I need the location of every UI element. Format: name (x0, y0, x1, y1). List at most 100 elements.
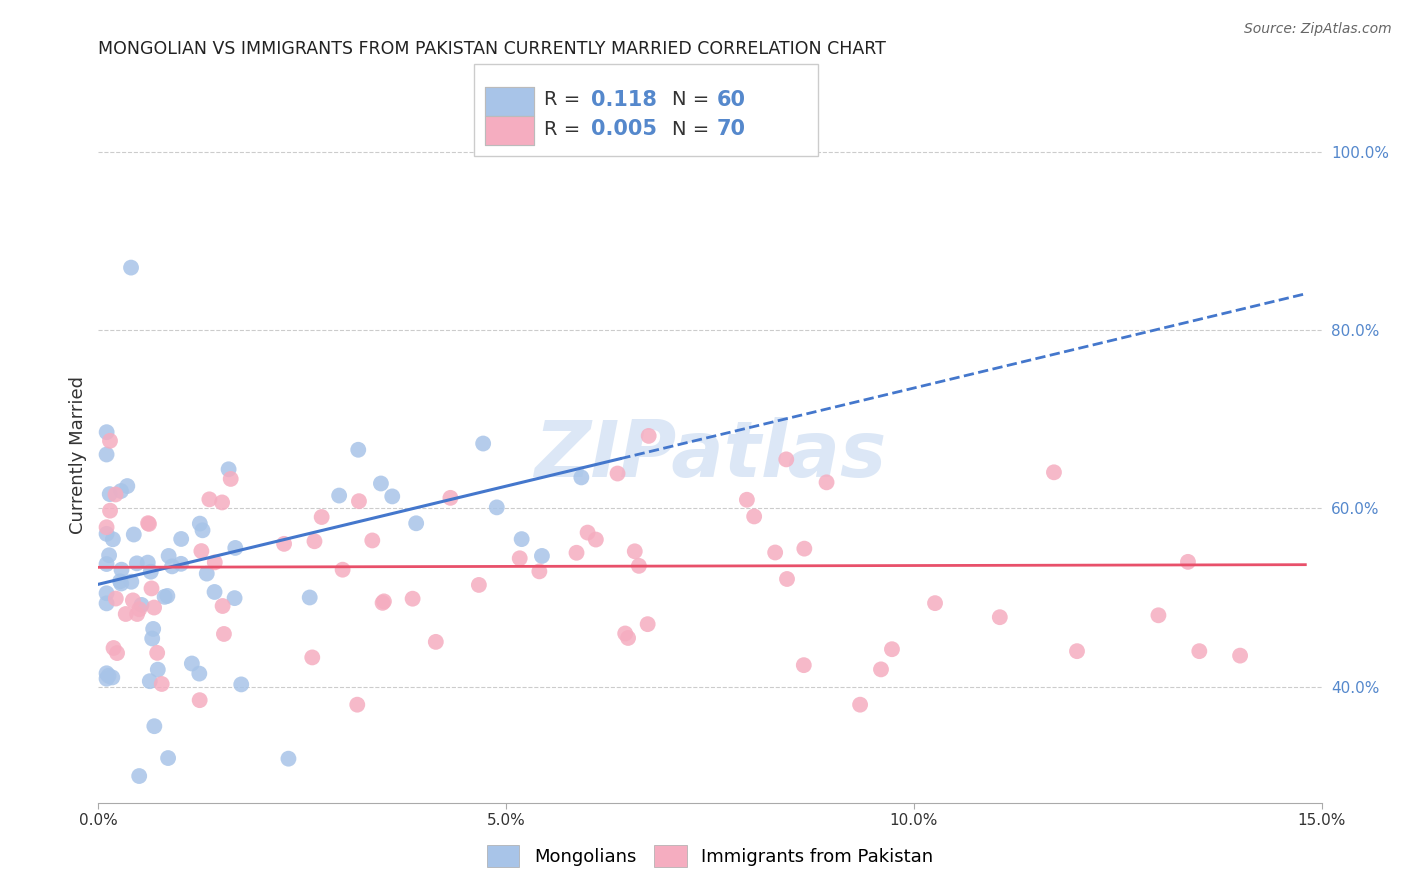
Point (606, 467, 628, 481)
Point (870, 662, 893, 676)
Point (101, 670, 124, 684)
Point (569, 470, 592, 484)
Point (472, 436, 495, 450)
Point (117, 479, 139, 493)
Text: 0.118: 0.118 (591, 90, 657, 110)
Text: N =: N = (672, 90, 716, 110)
Point (347, 494, 370, 508)
Point (637, 429, 659, 443)
Point (298, 591, 321, 605)
Point (104, 487, 127, 501)
Point (371, 596, 394, 610)
Point (301, 650, 323, 665)
Point (138, 516, 160, 531)
Point (143, 600, 166, 615)
Point (224, 591, 246, 606)
Point (425, 635, 447, 649)
Point (627, 558, 650, 573)
Point (304, 534, 326, 549)
Point (143, 719, 166, 733)
Point (104, 591, 127, 606)
Point (142, 622, 165, 636)
Point (128, 602, 150, 616)
Point (1147, 608, 1170, 623)
Point (347, 442, 370, 457)
Point (401, 591, 423, 606)
Point (623, 544, 645, 558)
Point (120, 260, 142, 275)
Point (96, 596, 118, 610)
Point (277, 752, 299, 766)
Point (188, 666, 211, 681)
Point (108, 574, 131, 589)
Point (122, 593, 145, 607)
Point (510, 532, 533, 546)
Point (120, 574, 142, 589)
Point (219, 472, 242, 486)
Point (468, 578, 491, 592)
Point (585, 533, 607, 547)
Point (509, 551, 531, 566)
Text: R =: R = (544, 120, 586, 139)
Point (96, 520, 118, 534)
Text: Source: ZipAtlas.com: Source: ZipAtlas.com (1244, 22, 1392, 37)
Point (530, 549, 553, 563)
Point (405, 516, 427, 531)
Point (485, 500, 508, 515)
Point (565, 546, 588, 560)
Point (373, 594, 395, 608)
Point (131, 598, 153, 612)
Point (98, 434, 121, 448)
Point (125, 557, 148, 571)
Point (153, 590, 176, 604)
Text: 70: 70 (717, 120, 747, 139)
Y-axis label: Currently Married: Currently Married (69, 376, 87, 534)
Point (188, 693, 211, 707)
Point (96, 666, 118, 681)
Point (98, 503, 121, 517)
Point (815, 475, 838, 490)
Point (328, 489, 350, 503)
Point (637, 617, 659, 632)
Point (139, 674, 162, 689)
Text: 0.005: 0.005 (591, 120, 657, 139)
Point (1066, 644, 1088, 658)
Text: ZIPatlas: ZIPatlas (534, 417, 886, 493)
Point (776, 572, 799, 586)
Point (96, 672, 118, 686)
Point (361, 533, 384, 548)
Point (204, 585, 226, 599)
Legend: Mongolians, Immigrants from Pakistan: Mongolians, Immigrants from Pakistan (479, 838, 941, 874)
Point (180, 657, 202, 671)
Point (122, 527, 145, 541)
Point (529, 565, 551, 579)
Point (735, 492, 758, 507)
Point (346, 698, 368, 712)
Point (110, 563, 132, 577)
Point (141, 632, 163, 646)
Point (157, 751, 180, 765)
Point (141, 582, 163, 596)
Text: 60: 60 (717, 90, 747, 110)
Point (370, 476, 392, 491)
Point (136, 516, 159, 530)
Point (381, 490, 404, 504)
Point (211, 599, 233, 613)
Point (1188, 644, 1211, 658)
Point (114, 607, 136, 621)
Point (211, 495, 233, 509)
Point (763, 545, 786, 559)
Text: N =: N = (672, 120, 716, 139)
Point (576, 525, 599, 540)
Point (97, 669, 120, 683)
Point (96, 557, 118, 571)
Point (110, 483, 132, 498)
Point (101, 533, 124, 547)
Point (96, 448, 118, 462)
Point (128, 769, 150, 783)
Point (742, 509, 765, 524)
Point (204, 555, 226, 569)
Point (96, 526, 118, 541)
Point (849, 698, 872, 712)
Point (136, 556, 159, 570)
